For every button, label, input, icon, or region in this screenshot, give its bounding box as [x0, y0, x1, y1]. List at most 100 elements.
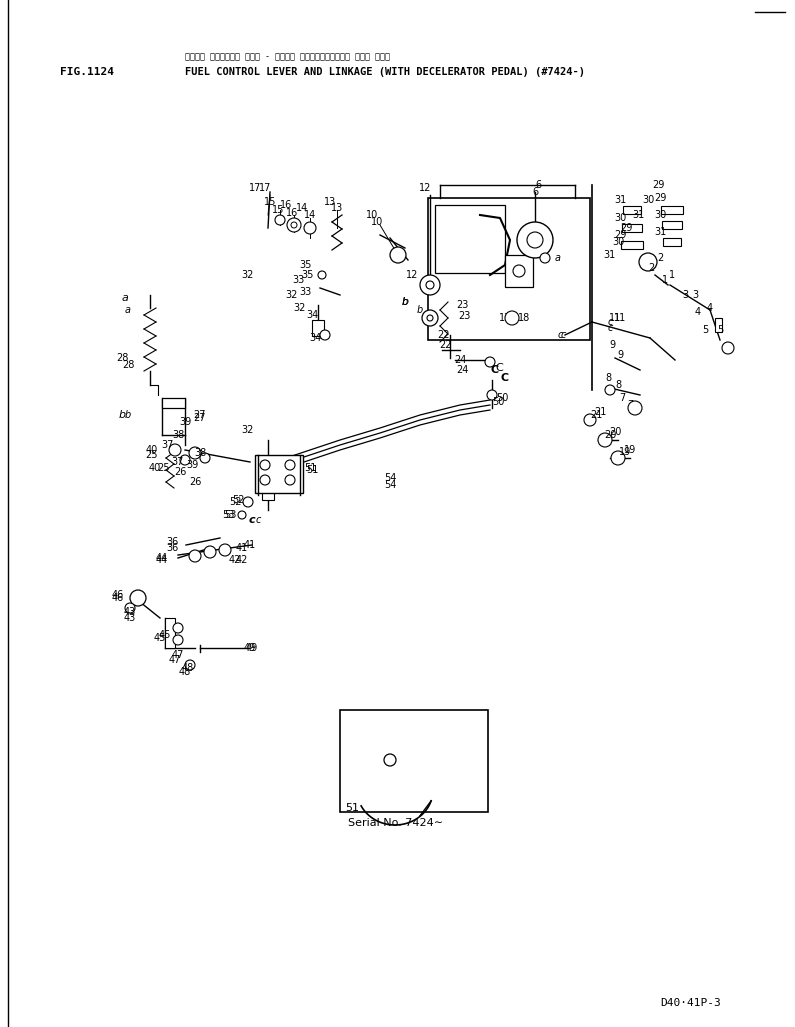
Text: c: c — [557, 330, 563, 340]
Text: Serial No. 7424∼: Serial No. 7424∼ — [348, 817, 443, 828]
Circle shape — [598, 433, 612, 447]
Text: 25: 25 — [157, 463, 169, 473]
Text: 5: 5 — [702, 325, 708, 335]
Text: 37: 37 — [162, 440, 174, 450]
Text: 39: 39 — [186, 460, 198, 470]
Bar — [165, 618, 175, 648]
Text: 30: 30 — [614, 213, 626, 223]
Text: 30: 30 — [642, 195, 654, 205]
Text: 40: 40 — [149, 463, 161, 473]
Text: 15: 15 — [264, 197, 276, 207]
Text: 9: 9 — [617, 350, 623, 360]
Text: 47: 47 — [172, 650, 184, 660]
Circle shape — [285, 460, 295, 470]
Text: 29: 29 — [653, 193, 666, 203]
Text: 28: 28 — [116, 353, 128, 363]
Text: 51: 51 — [345, 803, 359, 813]
Text: 22: 22 — [439, 340, 452, 350]
Text: 32: 32 — [242, 270, 254, 280]
Circle shape — [219, 544, 231, 556]
Text: 32: 32 — [286, 290, 298, 300]
Text: 36: 36 — [166, 537, 178, 547]
Text: 42: 42 — [229, 555, 241, 565]
Bar — [505, 255, 533, 287]
Bar — [622, 224, 642, 232]
Text: C: C — [491, 365, 499, 375]
Text: 7: 7 — [627, 400, 633, 410]
Text: 22: 22 — [438, 330, 450, 340]
Text: b: b — [417, 305, 423, 315]
Text: 29: 29 — [652, 180, 664, 190]
Circle shape — [287, 218, 301, 232]
Circle shape — [384, 754, 396, 766]
Text: b: b — [125, 410, 131, 420]
Text: c: c — [607, 317, 613, 327]
Circle shape — [639, 253, 657, 271]
Text: 47: 47 — [169, 655, 181, 665]
Text: 17: 17 — [259, 183, 271, 193]
Text: 45: 45 — [153, 633, 166, 643]
Text: 54: 54 — [384, 473, 396, 483]
Text: 51: 51 — [306, 465, 318, 476]
Text: 50: 50 — [496, 393, 508, 403]
Circle shape — [517, 222, 553, 258]
Text: b: b — [118, 410, 126, 420]
Text: 30: 30 — [653, 210, 666, 220]
Text: 23: 23 — [456, 300, 468, 310]
Text: 43: 43 — [124, 607, 136, 617]
Text: 9: 9 — [609, 340, 615, 350]
Text: 53: 53 — [222, 510, 235, 520]
Circle shape — [422, 310, 438, 326]
Text: 34: 34 — [306, 310, 318, 320]
Text: 16: 16 — [286, 208, 298, 218]
Text: 32: 32 — [294, 303, 306, 313]
Text: 31: 31 — [614, 195, 626, 205]
Text: 44: 44 — [156, 555, 168, 565]
Circle shape — [173, 635, 183, 645]
Text: 45: 45 — [159, 630, 171, 640]
Text: 26: 26 — [174, 467, 186, 477]
Bar — [340, 710, 488, 812]
Text: 17: 17 — [249, 183, 262, 193]
Text: a: a — [122, 293, 129, 303]
Text: 21: 21 — [594, 407, 606, 417]
Text: 51: 51 — [304, 463, 316, 473]
Text: D40·41P-3: D40·41P-3 — [660, 998, 721, 1007]
Circle shape — [185, 660, 195, 670]
Text: 31: 31 — [632, 210, 644, 220]
Text: 46: 46 — [112, 593, 124, 603]
Circle shape — [390, 248, 406, 263]
Text: 3: 3 — [682, 290, 688, 300]
Circle shape — [485, 357, 495, 367]
Text: 24: 24 — [456, 365, 468, 375]
Text: 11: 11 — [614, 313, 626, 324]
Text: 12: 12 — [405, 270, 418, 280]
Text: 2: 2 — [657, 253, 663, 263]
Circle shape — [420, 275, 440, 295]
Text: 35: 35 — [302, 270, 314, 280]
Circle shape — [189, 447, 201, 459]
Bar — [663, 238, 681, 246]
Text: 20: 20 — [604, 430, 616, 440]
Text: 34: 34 — [309, 333, 321, 343]
Text: 39: 39 — [179, 417, 191, 427]
Text: 5: 5 — [717, 325, 723, 335]
Circle shape — [180, 455, 190, 465]
Text: 38: 38 — [194, 448, 206, 458]
Text: 27: 27 — [194, 410, 206, 420]
Circle shape — [584, 414, 596, 426]
Text: 54: 54 — [384, 480, 396, 490]
Text: 13: 13 — [324, 197, 336, 207]
Text: c: c — [607, 324, 613, 333]
Text: 12: 12 — [498, 313, 511, 324]
Text: 53: 53 — [224, 510, 236, 520]
Circle shape — [260, 476, 270, 485]
Circle shape — [304, 222, 316, 234]
Text: 1: 1 — [662, 275, 668, 286]
Circle shape — [513, 265, 525, 277]
Text: 11: 11 — [609, 313, 621, 324]
Text: フェエル コントロール レバー - オヨビー リンケージ（デクセル ペダル ツキ）: フェエル コントロール レバー - オヨビー リンケージ（デクセル ペダル ツキ… — [185, 52, 390, 62]
Circle shape — [189, 550, 201, 562]
Bar — [162, 398, 185, 408]
Text: 10: 10 — [371, 217, 383, 227]
